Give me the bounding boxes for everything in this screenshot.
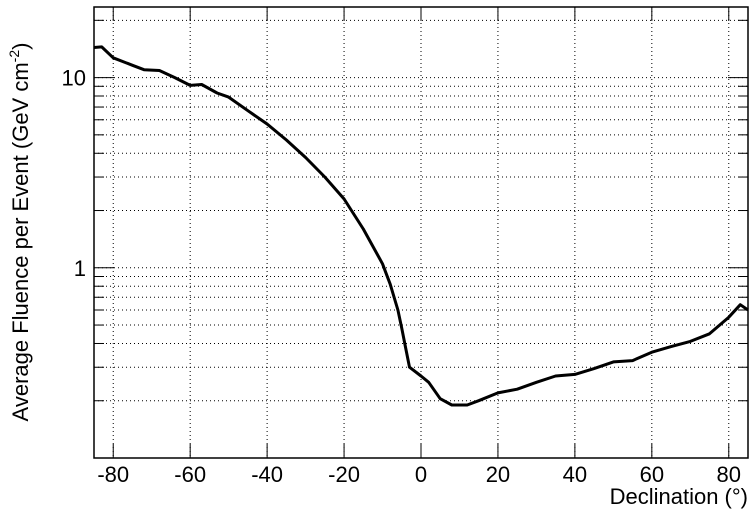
x-tick-label: -60: [174, 462, 206, 487]
data-line: [93, 45, 749, 407]
x-tick-label: -40: [251, 462, 283, 487]
x-tick-label: 20: [486, 462, 510, 487]
x-tick-label: 40: [563, 462, 587, 487]
x-tick-label: 60: [640, 462, 664, 487]
plot-frame: [93, 6, 749, 459]
y-axis-label-text: Average Fluence per Event (GeV cm: [8, 62, 33, 421]
y-axis-label-sup: -2: [6, 50, 22, 63]
y-axis-label-end: ): [8, 43, 33, 50]
x-tick-label: -80: [97, 462, 129, 487]
x-tick-label: 80: [717, 462, 741, 487]
y-tick-label: 10: [62, 66, 86, 91]
y-axis-label: Average Fluence per Event (GeV cm-2): [6, 43, 33, 422]
x-axis-label: Declination (°): [610, 484, 748, 509]
y-tick-label: 1: [74, 256, 86, 281]
x-tick-label: -20: [328, 462, 360, 487]
x-tick-label: 0: [415, 462, 427, 487]
